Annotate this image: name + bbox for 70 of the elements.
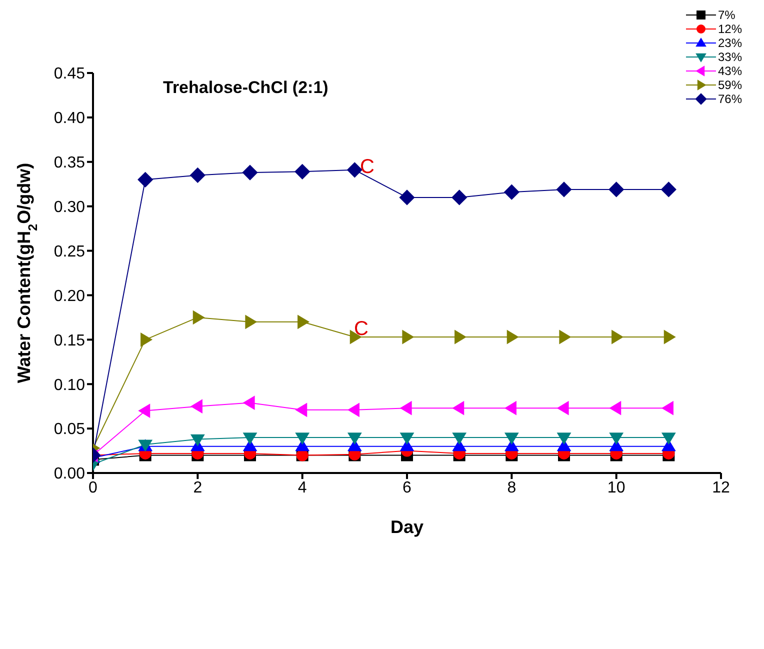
point — [608, 182, 624, 198]
chart-title: Trehalose-ChCl (2:1) — [163, 78, 328, 98]
point — [192, 310, 205, 325]
point — [298, 314, 310, 330]
point — [556, 432, 572, 445]
point — [556, 400, 569, 416]
point — [347, 402, 360, 418]
point — [190, 434, 205, 446]
x-axis-title: Day — [390, 517, 424, 537]
point — [661, 432, 676, 445]
point — [504, 400, 516, 416]
point — [609, 400, 622, 416]
point — [660, 182, 676, 198]
point — [612, 330, 624, 344]
x-tick-label: 4 — [298, 479, 307, 496]
point — [452, 432, 467, 445]
point — [295, 402, 308, 418]
point — [556, 182, 572, 198]
point — [559, 330, 572, 344]
y-tick-label: 0.35 — [54, 154, 86, 172]
point — [138, 404, 150, 418]
point — [242, 396, 255, 410]
point — [452, 400, 464, 416]
y-tick-label: 0.10 — [54, 376, 86, 394]
point — [242, 432, 258, 445]
y-tick-label: 0.00 — [54, 466, 86, 483]
point — [140, 332, 153, 347]
legend-label: 76% — [718, 92, 742, 106]
point — [190, 399, 202, 414]
point — [504, 184, 520, 200]
y-tick-label: 0.45 — [54, 66, 86, 83]
legend-label: 59% — [718, 78, 742, 92]
point — [400, 432, 414, 445]
legend-label: 12% — [718, 22, 742, 36]
y-tick-label: 0.30 — [54, 199, 86, 216]
point — [347, 432, 362, 445]
point — [402, 330, 414, 344]
y-tick-label: 0.20 — [54, 288, 86, 305]
x-tick-label: 12 — [712, 479, 730, 496]
legend-label: 23% — [718, 36, 742, 50]
point — [399, 190, 415, 206]
x-tick-label: 6 — [402, 479, 412, 496]
y-tick-label: 0.40 — [54, 110, 86, 128]
annotation: C — [360, 156, 374, 179]
point — [452, 190, 468, 206]
point — [245, 314, 258, 330]
x-tick-label: 10 — [607, 479, 626, 496]
legend-label: 7% — [718, 8, 736, 22]
point — [294, 164, 310, 180]
annotation: C — [354, 318, 368, 341]
point — [295, 432, 310, 445]
y-tick-label: 0.25 — [54, 243, 86, 260]
point — [190, 167, 206, 184]
point — [609, 432, 624, 445]
y-tick-label: 0.05 — [54, 421, 86, 438]
x-tick-label: 8 — [507, 479, 516, 496]
point — [661, 400, 674, 416]
point — [664, 330, 676, 344]
point — [400, 400, 412, 416]
point — [346, 162, 362, 178]
x-tick-label: 0 — [88, 479, 98, 496]
point — [242, 164, 258, 180]
x-tick-label: 2 — [193, 479, 202, 496]
y-tick-label: 0.15 — [54, 332, 86, 350]
legend-label: 43% — [718, 64, 742, 78]
legend-label: 33% — [718, 50, 742, 64]
point — [138, 172, 154, 188]
point — [504, 432, 519, 445]
point — [454, 330, 467, 344]
point — [506, 330, 519, 344]
